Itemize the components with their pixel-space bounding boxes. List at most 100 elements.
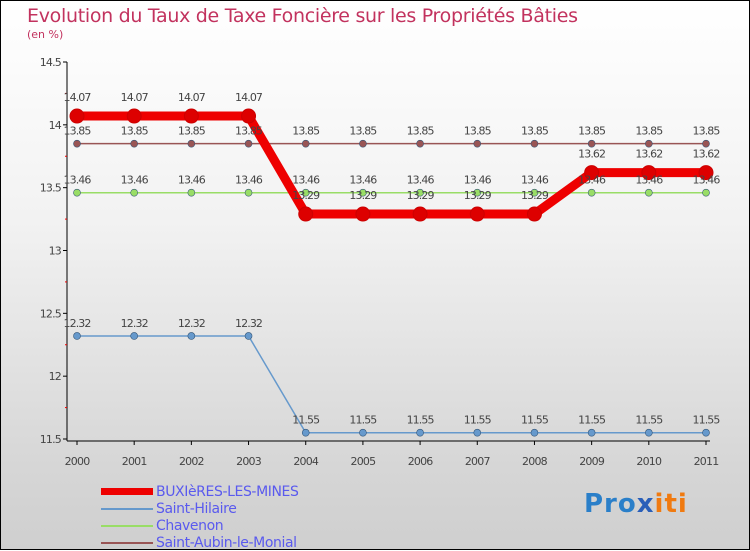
x-tick-label: 2000 — [65, 455, 91, 468]
y-tick-label: 14.5 — [40, 56, 62, 69]
y-tick-label: 12.5 — [40, 307, 62, 320]
data-label: 13.85 — [693, 125, 721, 138]
x-tick-label: 2003 — [236, 455, 262, 468]
data-label: 12.32 — [121, 317, 148, 330]
data-point — [641, 165, 657, 181]
x-tick-label: 2001 — [122, 455, 147, 468]
data-point — [473, 139, 482, 148]
data-point — [645, 139, 653, 148]
x-tick-label: 2006 — [408, 455, 434, 468]
data-point — [244, 332, 253, 340]
data-point — [587, 428, 596, 437]
data-point — [355, 206, 371, 222]
data-label: 13.85 — [464, 125, 492, 138]
data-label: 13.46 — [64, 174, 92, 187]
data-label: 13.46 — [407, 174, 435, 187]
data-point — [473, 188, 482, 197]
proxiti-logo: Proxiti — [584, 489, 688, 519]
data-point — [73, 188, 81, 197]
data-point — [69, 108, 85, 124]
data-label: 13.85 — [578, 125, 606, 138]
data-point — [469, 206, 485, 222]
data-point — [130, 139, 138, 148]
data-point — [359, 139, 367, 148]
data-label: 13.62 — [693, 148, 720, 161]
data-label: 11.55 — [521, 414, 549, 427]
data-label: 13.85 — [178, 125, 206, 138]
chart-subtitle: (en %) — [27, 28, 64, 41]
series-line-1 — [77, 335, 706, 434]
data-point — [416, 428, 424, 437]
data-label: 13.46 — [693, 174, 721, 187]
data-label: 14.07 — [178, 91, 206, 104]
data-label: 13.46 — [178, 174, 206, 187]
data-point — [645, 188, 653, 197]
data-point — [298, 206, 314, 222]
data-label: 14.07 — [64, 91, 92, 104]
x-tick-label: 2009 — [579, 455, 605, 468]
data-label: 13.46 — [578, 174, 606, 187]
data-label: 13.46 — [635, 174, 663, 187]
data-label: 13.85 — [635, 125, 663, 138]
data-label: 12.32 — [64, 317, 91, 330]
data-label: 13.62 — [635, 148, 662, 161]
x-tick-label: 2010 — [636, 455, 662, 468]
data-point — [416, 188, 424, 197]
data-label: 13.85 — [407, 125, 435, 138]
legend-swatch — [101, 542, 153, 544]
data-point — [187, 188, 196, 197]
data-label: 13.46 — [292, 174, 320, 187]
data-point — [416, 139, 424, 148]
data-label: 13.85 — [292, 125, 320, 138]
data-label: 11.55 — [693, 414, 721, 427]
data-point — [530, 188, 539, 197]
data-point — [73, 139, 81, 148]
x-tick-label: 2002 — [179, 455, 204, 468]
data-label: 13.29 — [407, 189, 435, 202]
data-label: 13.85 — [521, 125, 549, 138]
data-point — [130, 188, 138, 197]
data-label: 11.55 — [407, 414, 435, 427]
y-tick-label: 12 — [49, 370, 61, 383]
data-label: 13.46 — [235, 174, 263, 187]
legend-label: Chavenon — [156, 518, 224, 534]
data-label: 11.55 — [635, 414, 663, 427]
data-label: 13.85 — [349, 125, 377, 138]
data-point — [702, 188, 710, 197]
data-point — [412, 206, 428, 222]
y-tick-label: 13.5 — [40, 182, 62, 195]
series-line-0 — [77, 111, 706, 219]
data-point — [698, 165, 714, 181]
legend-swatch — [101, 525, 153, 527]
data-point — [473, 428, 482, 437]
x-tick-label: 2008 — [522, 455, 548, 468]
data-point — [587, 139, 596, 148]
data-point — [183, 108, 199, 124]
data-point — [702, 139, 710, 148]
data-label: 13.46 — [349, 174, 377, 187]
data-point — [526, 206, 542, 222]
data-label: 11.55 — [349, 414, 377, 427]
data-label: 13.29 — [464, 189, 492, 202]
data-label: 11.55 — [292, 414, 320, 427]
data-point — [187, 332, 196, 340]
legend-swatch — [101, 488, 153, 495]
data-label: 14.07 — [235, 91, 263, 104]
data-point — [241, 108, 257, 124]
data-label: 13.29 — [349, 189, 377, 202]
chart-title: Evolution du Taux de Taxe Foncière sur l… — [27, 5, 578, 27]
data-label: 13.62 — [578, 148, 605, 161]
legend-swatch — [101, 508, 153, 510]
data-label: 13.29 — [521, 189, 549, 202]
x-tick-label: 2011 — [694, 455, 719, 468]
data-label: 12.32 — [235, 317, 262, 330]
data-point — [359, 188, 367, 197]
data-point — [244, 139, 253, 148]
data-label: 13.46 — [464, 174, 492, 187]
legend-label: Saint-Aubin-le-Monial — [156, 535, 297, 551]
x-tick-label: 2007 — [465, 455, 491, 468]
x-tick-label: 2005 — [351, 455, 377, 468]
y-tick-label: 11.5 — [40, 433, 62, 446]
